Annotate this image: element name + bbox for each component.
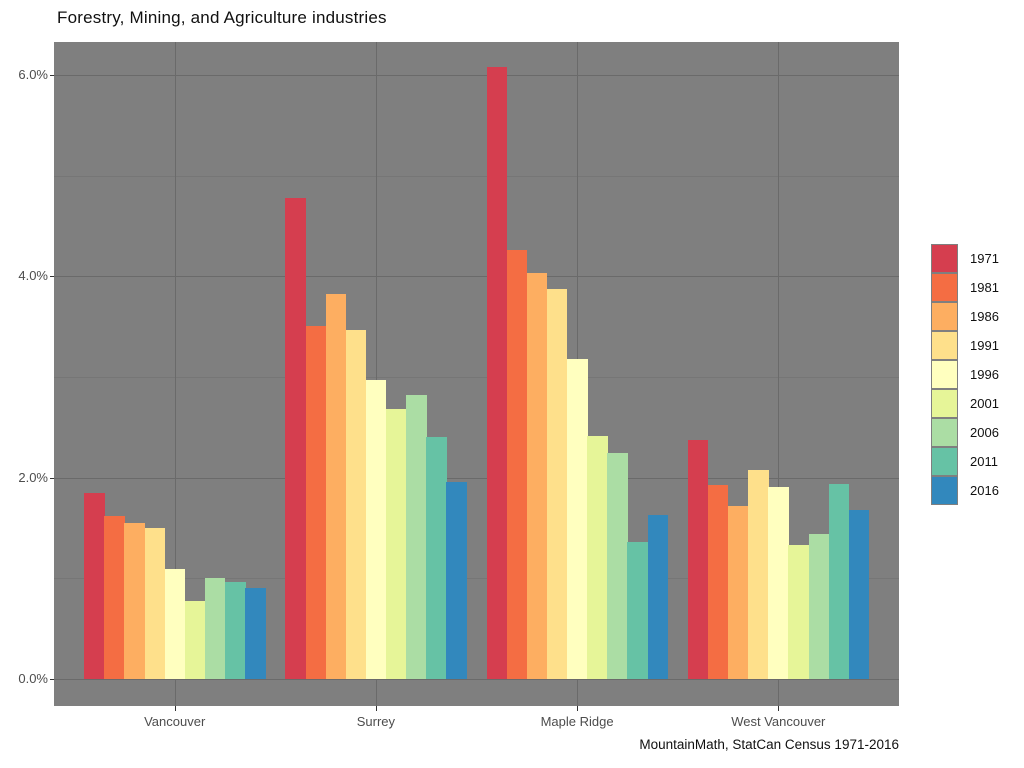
bar-west-vancouver-1986 bbox=[728, 505, 749, 679]
legend-item-2006: 2006 bbox=[931, 418, 999, 447]
legend: 1971 1981 1986 1991 1996 2001 2006 2011 2016 bbox=[931, 244, 999, 505]
x-axis-label: Surrey bbox=[356, 714, 396, 729]
x-tick-mark bbox=[174, 706, 176, 711]
bar-surrey-1971 bbox=[285, 197, 306, 679]
bar-maple-ridge-2006 bbox=[607, 452, 628, 679]
bar-maple-ridge-1981 bbox=[506, 250, 528, 679]
legend-key-2016 bbox=[931, 476, 958, 505]
bar-west-vancouver-1971 bbox=[687, 440, 709, 679]
bar-west-vancouver-1996 bbox=[768, 486, 789, 679]
x-axis-label: Vancouver bbox=[144, 714, 206, 729]
bar-west-vancouver-2001 bbox=[788, 545, 809, 679]
x-tick-mark bbox=[375, 706, 377, 711]
chart-title: Forestry, Mining, and Agriculture indust… bbox=[57, 8, 387, 27]
legend-key-1996 bbox=[931, 360, 958, 389]
legend-item-1991: 1991 bbox=[931, 331, 999, 360]
legend-item-1986: 1986 bbox=[931, 302, 999, 331]
bar-west-vancouver-2011 bbox=[828, 483, 850, 679]
bar-vancouver-1996 bbox=[164, 569, 186, 679]
x-tick-mark bbox=[577, 706, 579, 711]
legend-key-2011 bbox=[931, 447, 958, 476]
bar-surrey-1981 bbox=[305, 325, 327, 679]
bar-surrey-2011 bbox=[426, 437, 447, 679]
x-axis-label: West Vancouver bbox=[731, 714, 826, 729]
gridline-vertical bbox=[174, 42, 176, 706]
legend-key-2006 bbox=[931, 418, 958, 447]
legend-label: 1971 bbox=[970, 251, 999, 266]
bar-vancouver-2016 bbox=[245, 588, 266, 679]
bar-maple-ridge-2001 bbox=[587, 436, 608, 679]
bar-surrey-1991 bbox=[345, 329, 367, 679]
legend-label: 2006 bbox=[970, 425, 999, 440]
legend-label: 1981 bbox=[970, 280, 999, 295]
y-tick-mark bbox=[49, 477, 54, 479]
legend-item-1971: 1971 bbox=[931, 244, 999, 273]
legend-key-1986 bbox=[931, 302, 958, 331]
gridline-major bbox=[54, 75, 899, 77]
bar-vancouver-1981 bbox=[104, 515, 125, 679]
legend-label: 1996 bbox=[970, 367, 999, 382]
y-axis-label: 6.0% bbox=[18, 67, 48, 83]
bar-maple-ridge-1971 bbox=[486, 67, 508, 679]
legend-label: 1991 bbox=[970, 338, 999, 353]
gridline-major bbox=[54, 477, 899, 479]
bar-maple-ridge-1996 bbox=[567, 358, 588, 679]
legend-item-1996: 1996 bbox=[931, 360, 999, 389]
legend-key-1991 bbox=[931, 331, 958, 360]
bar-maple-ridge-1986 bbox=[526, 273, 548, 679]
bar-vancouver-2011 bbox=[225, 582, 246, 679]
legend-item-2016: 2016 bbox=[931, 476, 999, 505]
legend-label: 2016 bbox=[970, 483, 999, 498]
bar-maple-ridge-2011 bbox=[627, 542, 648, 679]
caption: MountainMath, StatCan Census 1971-2016 bbox=[639, 737, 899, 752]
bar-maple-ridge-1991 bbox=[546, 288, 568, 679]
y-axis-label: 2.0% bbox=[18, 469, 48, 485]
gridline-minor bbox=[54, 175, 899, 177]
bar-surrey-2016 bbox=[446, 481, 467, 679]
gridline-vertical bbox=[375, 42, 377, 706]
bar-vancouver-1991 bbox=[144, 527, 166, 679]
bar-surrey-2001 bbox=[386, 409, 407, 679]
legend-label: 2001 bbox=[970, 396, 999, 411]
bar-vancouver-1971 bbox=[84, 492, 105, 679]
bar-surrey-1996 bbox=[365, 380, 387, 679]
bar-west-vancouver-2006 bbox=[808, 534, 830, 679]
legend-label: 1986 bbox=[970, 309, 999, 324]
bar-surrey-1986 bbox=[325, 293, 347, 679]
legend-key-2001 bbox=[931, 389, 958, 418]
bar-west-vancouver-1991 bbox=[748, 469, 769, 679]
x-tick-mark bbox=[778, 706, 780, 711]
y-axis-label: 0.0% bbox=[18, 670, 48, 686]
bar-surrey-2006 bbox=[406, 395, 427, 679]
bar-maple-ridge-2016 bbox=[647, 514, 669, 679]
gridline-minor bbox=[54, 377, 899, 378]
bar-west-vancouver-2016 bbox=[848, 509, 870, 679]
bar-vancouver-1986 bbox=[124, 522, 145, 679]
y-tick-mark bbox=[49, 678, 54, 680]
bar-vancouver-2001 bbox=[184, 601, 206, 679]
legend-item-2011: 2011 bbox=[931, 447, 999, 476]
legend-item-2001: 2001 bbox=[931, 389, 999, 418]
gridline-major bbox=[54, 678, 899, 680]
legend-key-1981 bbox=[931, 273, 958, 302]
y-tick-mark bbox=[49, 276, 54, 278]
x-axis-label: Maple Ridge bbox=[540, 714, 614, 729]
legend-key-1971 bbox=[931, 244, 958, 273]
bar-vancouver-2006 bbox=[204, 578, 226, 679]
bar-west-vancouver-1981 bbox=[707, 484, 729, 679]
y-axis-label: 4.0% bbox=[18, 268, 48, 284]
gridline-major bbox=[54, 276, 899, 278]
legend-label: 2011 bbox=[970, 454, 998, 469]
y-tick-mark bbox=[49, 75, 54, 77]
gridline-minor bbox=[54, 578, 899, 580]
gridline-vertical bbox=[778, 42, 780, 706]
plot-panel bbox=[54, 42, 899, 706]
legend-item-1981: 1981 bbox=[931, 273, 999, 302]
